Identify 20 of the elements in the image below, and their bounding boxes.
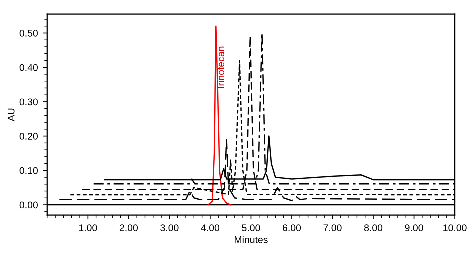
y-tick-label: 0.20: [20, 133, 38, 140]
x-tick-label: 10.00: [444, 224, 467, 232]
y-tick-label: 0.00: [20, 202, 38, 209]
x-tick-label: 1.00: [79, 224, 98, 232]
line-series: [208, 26, 232, 206]
x-tick-label: 3.00: [160, 224, 179, 232]
y-tick-label: 0.10: [20, 167, 38, 174]
x-tick-label: 4.00: [201, 224, 220, 232]
y-axis-title: AU: [8, 108, 15, 122]
x-tick-label: 5.00: [242, 224, 260, 232]
x-axis-title: Minutes: [235, 236, 268, 244]
x-tick-label: 9.00: [405, 224, 424, 232]
annotation: Irinotecan: [217, 46, 224, 88]
x-tick-label: 6.00: [283, 224, 302, 232]
x-tick-label: 2.00: [120, 224, 138, 232]
x-tick-label: 7.00: [324, 224, 342, 232]
y-tick-label: 0.40: [20, 64, 38, 72]
x-tick-label: 8.00: [364, 224, 383, 232]
y-tick-label: 0.50: [20, 30, 38, 37]
y-tick-label: 0.30: [20, 98, 38, 106]
